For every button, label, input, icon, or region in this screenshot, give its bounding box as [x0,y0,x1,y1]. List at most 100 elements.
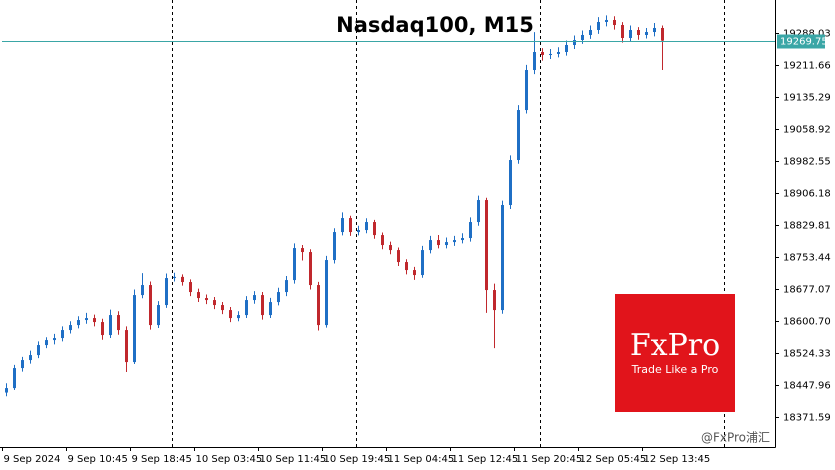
candle-body [237,315,240,319]
x-tick-label: 11 Sep 20:45 [516,454,583,465]
candle-body [653,27,656,33]
y-tick-label: 18753.44 [783,253,831,264]
candle-body [549,53,552,56]
candle-body [245,300,248,316]
candle-body [573,40,576,46]
candle-body [357,230,360,233]
candle-body [365,222,368,231]
candle-body [453,240,456,243]
y-tick-label: 19288.03 [783,29,831,40]
y-tick-label: 19058.92 [783,125,831,136]
logo-tagline: Trade Like a Pro [631,363,719,376]
candle-body [349,218,352,233]
candle-body [381,235,384,246]
x-tick-label: 12 Sep 13:45 [644,454,711,465]
candle-body [133,295,136,363]
candle-body [373,222,376,236]
candle-body [293,248,296,281]
candle-body [221,305,224,311]
candle-body [477,200,480,223]
y-tick-label: 18600.70 [783,317,831,328]
candle-body [77,320,80,326]
candle-body [613,19,616,26]
candle-body [541,51,544,56]
candle-body [309,252,312,286]
candle-body [525,70,528,111]
candle-body [53,338,56,341]
candle-body [205,298,208,301]
x-tick-label: 11 Sep 04:45 [388,454,455,465]
x-tick-label: 9 Sep 10:45 [68,454,128,465]
candle-body [565,45,568,52]
candle-body [101,322,104,336]
candle-body [621,25,624,39]
x-tick-label: 9 Sep 2024 [4,454,61,465]
candle-body [533,51,536,71]
logo-box [615,294,735,412]
candle-body [109,315,112,336]
candle-body [325,260,328,326]
candle-body [645,32,648,35]
candle-body [189,282,192,293]
candle-body [389,245,392,251]
candle-body [21,360,24,369]
last-price-label: 19269.75 [780,37,828,48]
candle-body [141,285,144,296]
candle-body [605,19,608,22]
candle-body [69,325,72,331]
candle-body [125,330,128,363]
candle-body [173,276,176,279]
candle-body [341,218,344,233]
candle-body [197,292,200,299]
candle-body [589,30,592,35]
candle-body [493,290,496,311]
candle-body [629,30,632,39]
y-tick-label: 18371.59 [783,413,831,424]
y-tick-label: 18906.18 [783,189,831,200]
candle-body [93,318,96,323]
y-tick-label: 18447.96 [783,381,831,392]
candle-body [261,295,264,316]
candle-body [13,368,16,389]
y-tick-label: 18829.81 [783,221,831,232]
candle-body [37,345,40,356]
last-price-box [777,34,825,49]
candle-body [405,262,408,271]
candle-body [61,330,64,339]
candle-body [277,292,280,303]
x-tick-label: 11 Sep 12:45 [452,454,519,465]
candle-body [229,310,232,319]
candle-body [597,21,600,31]
candle-body [637,30,640,35]
candle-body [213,300,216,306]
candle-body [5,388,8,393]
logo-brand: FxPro [630,328,720,363]
candle-body [285,280,288,293]
candle-body [661,27,664,41]
candle-body [117,315,120,331]
candle-body [29,355,32,361]
candle-body [557,51,560,54]
candle-body [157,305,160,326]
candle-body [437,240,440,246]
candle-body [421,250,424,276]
candle-body [469,222,472,239]
x-tick-label: 9 Sep 18:45 [132,454,192,465]
candle-body [181,276,184,283]
candle-body [485,200,488,291]
candle-body [509,160,512,206]
y-tick-label: 18524.33 [783,349,831,360]
x-tick-label: 10 Sep 03:45 [196,454,263,465]
candle-body [301,248,304,253]
candle-body [45,340,48,346]
candle-body [85,318,88,321]
y-tick-label: 19211.66 [783,61,831,72]
x-tick-label: 12 Sep 05:45 [580,454,647,465]
candle-body [165,278,168,306]
chart-title: Nasdaq100, M15 [336,13,534,37]
candle-body [253,295,256,301]
candle-body [461,238,464,241]
y-tick-label: 18677.07 [783,285,831,296]
candle-body [445,242,448,246]
